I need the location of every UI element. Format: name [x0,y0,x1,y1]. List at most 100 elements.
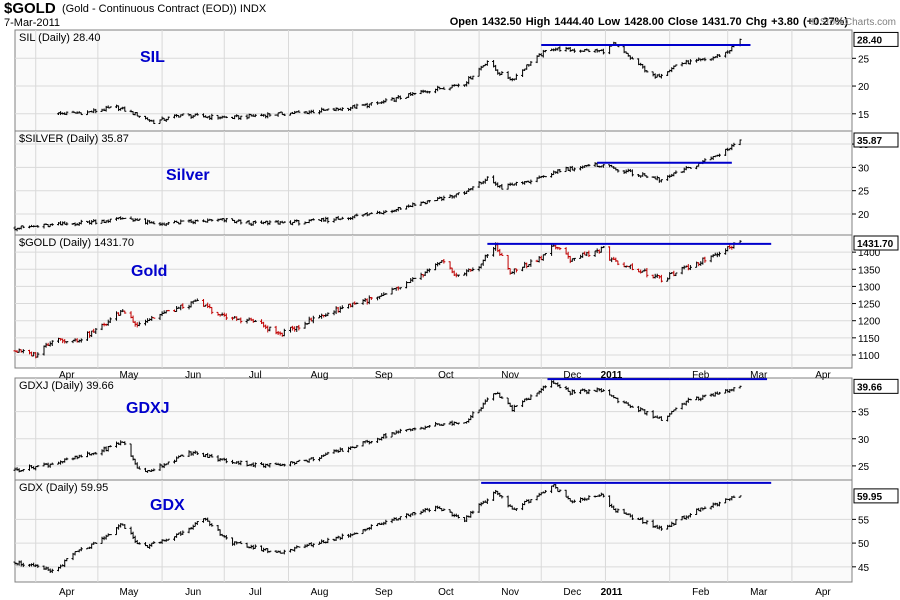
price-bar [616,508,620,513]
price-bar [297,220,301,226]
panel-sil: 15 20 25 SIL (Daily) 28.40 SIL 28.40 [14,29,899,132]
price-bar [616,169,620,173]
price-bar [688,59,692,65]
price-bar [398,287,402,290]
price-bar [195,521,199,526]
price-bar [268,113,272,117]
price-bar [732,142,736,147]
price-bar [442,258,446,264]
price-bar [456,83,460,88]
price-bar [384,433,388,439]
price-bar [181,303,185,309]
x-tick-label: 2011 [601,370,623,381]
price-bar [166,538,170,541]
price-bar [543,385,547,389]
y-tick-label: 20 [858,210,870,221]
price-bar [543,50,547,53]
price-bar [326,451,330,455]
price-bar [369,296,373,300]
price-bar [674,519,678,525]
price-bar [108,445,112,448]
price-bar [732,495,736,498]
price-bar [210,523,214,527]
price-bar [355,103,359,110]
price-bar [355,532,359,535]
price-bar [529,394,533,400]
panel-label: Gold [131,263,167,280]
price-bar [543,490,547,494]
price-bar [166,309,170,312]
panel-label: GDX [150,497,185,514]
price-bar [529,61,533,66]
x-tick-label: Jul [249,587,262,598]
price-bar [717,54,721,57]
symbol-description: (Gold - Continuous Contract (EOD)) INDX [62,3,267,15]
price-bar [398,516,402,521]
x-tick-label: May [119,370,138,381]
date-axis: Apr May Jun Jul Aug Sep Oct Nov Dec 2011 Feb Mar Apr [59,587,831,598]
price-bar [703,158,707,162]
date-axis: Apr May Jun Jul Aug Sep Oct Nov Dec 2011 Feb Mar Apr [59,370,831,381]
y-tick-label: 1100 [858,351,880,362]
price-bar [195,112,199,116]
price-bar [427,425,431,428]
last-value-label: 35.87 [857,136,882,147]
price-bar [253,220,257,224]
price-bar [529,259,533,267]
price-bar [239,460,243,466]
price-bar [50,568,54,574]
price-bar [688,398,692,401]
price-bar [123,310,127,314]
price-bar [79,547,83,552]
price-bar [558,247,562,251]
price-bar [500,71,504,75]
price-bar [326,537,330,544]
price-bar [703,394,707,398]
last-value-label: 39.66 [857,382,882,393]
price-bar [442,195,446,201]
ohlc-readout: Open 1432.50 High 1444.40 Low 1428.00 Cl… [449,16,848,28]
y-tick-label: 1400 [858,248,881,259]
price-bar [210,453,214,458]
price-bar [355,302,359,305]
price-bar [282,328,286,337]
price-bar [471,186,475,191]
price-bar [703,256,707,263]
price-bar [137,321,141,327]
price-bar [123,217,127,220]
price-bar [195,219,199,222]
price-bar [108,218,112,223]
price-bar [79,338,83,343]
x-tick-label: Sep [375,587,393,598]
price-bar [21,349,25,354]
x-tick-label: Nov [501,587,519,598]
price-bar [413,203,417,206]
price-bar [311,315,315,324]
price-bar [282,221,286,224]
price-bar [456,192,460,196]
price-bar [282,549,286,555]
price-bar [738,385,742,389]
price-bar [500,183,504,190]
y-tick-label: 25 [858,187,870,198]
price-bar [94,108,98,114]
stockcharts-watermark: © StockCharts.com [809,17,896,28]
price-bar [36,352,40,358]
price-bar [572,167,576,172]
price-bar [311,543,315,548]
y-tick-label: 30 [858,163,870,174]
last-value-box [853,132,899,148]
price-bar [369,212,373,215]
price-bar [703,57,707,62]
price-bar [500,252,504,256]
price-bar [94,542,98,544]
y-tick-label: 30 [858,435,870,446]
price-bar [369,440,373,444]
panel-gdx: 45 50 55 GDX (Daily) 59.95 GDX 59.95 [13,479,899,583]
price-bar [717,153,721,157]
price-bar [21,469,25,472]
price-bar [500,495,504,499]
price-bar [659,274,663,283]
price-bar [65,341,69,344]
